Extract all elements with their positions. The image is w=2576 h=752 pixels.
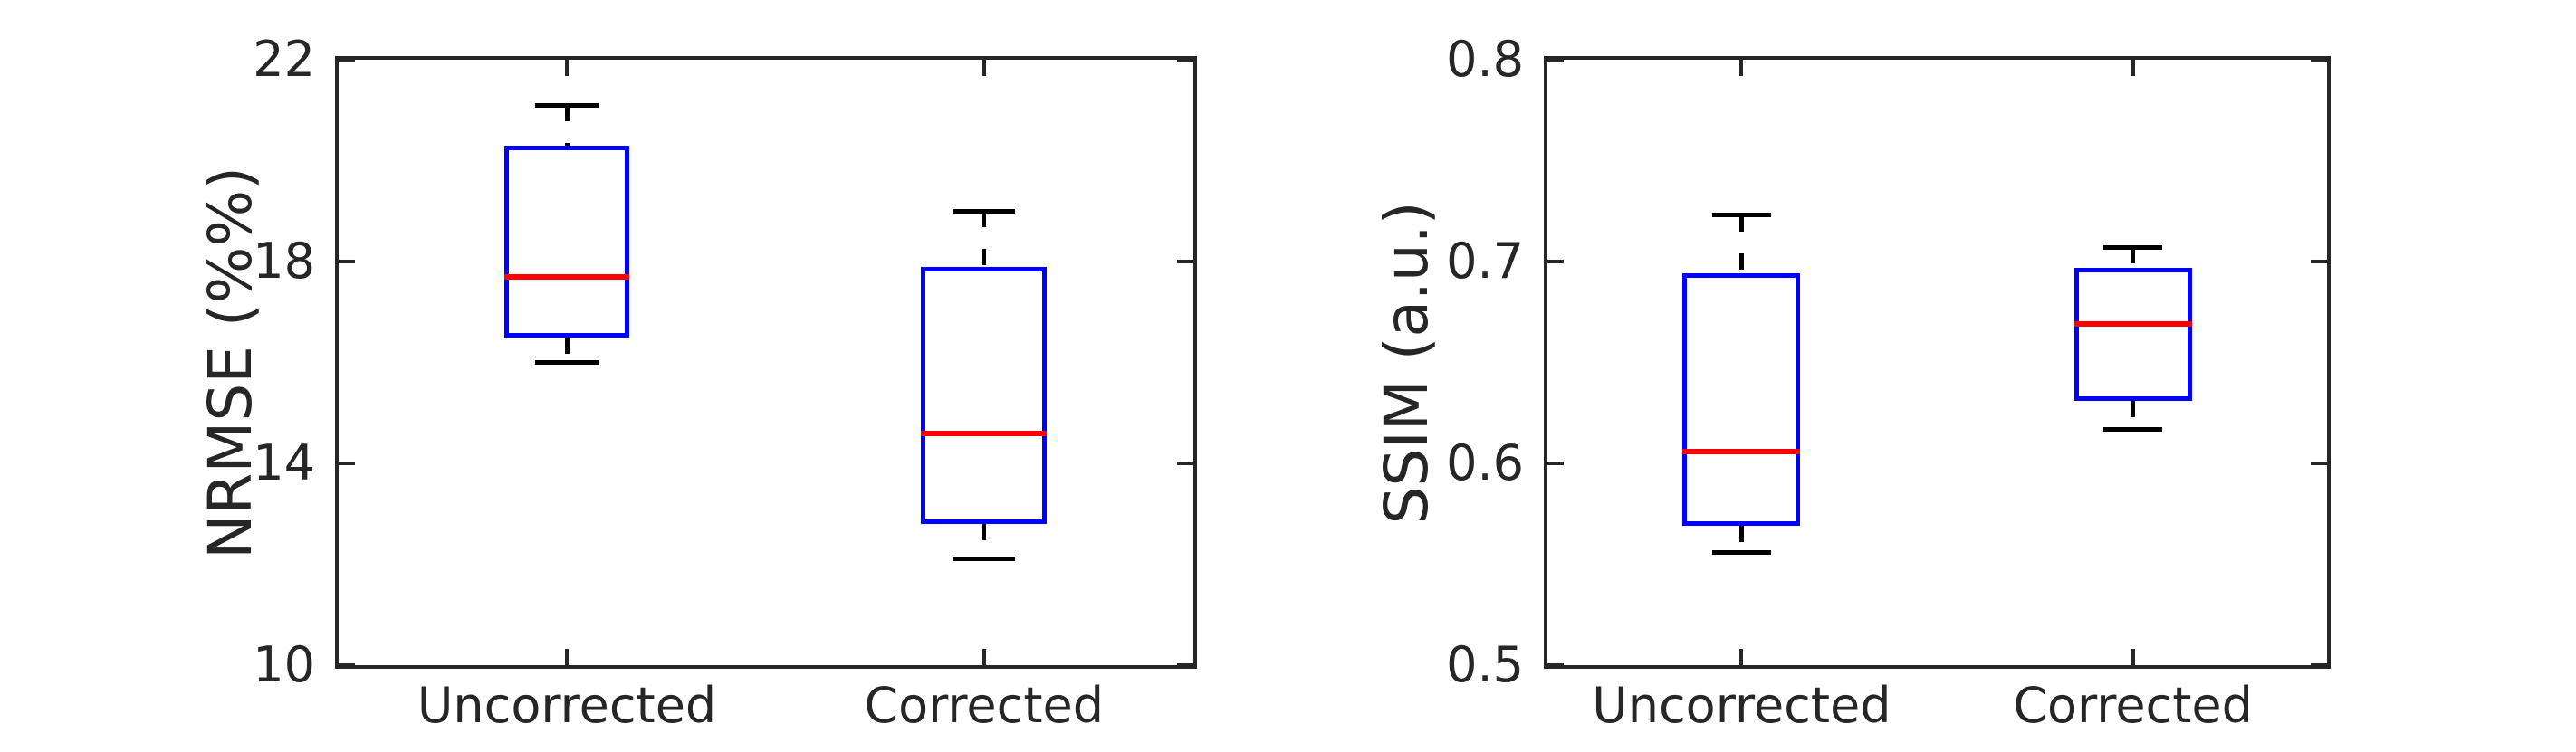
- y-tick-mark: [2311, 663, 2327, 667]
- x-tick-label: Corrected: [864, 677, 1105, 734]
- box-rect: [921, 266, 1048, 524]
- median-line: [2073, 321, 2192, 328]
- lower-whisker-line: [982, 523, 987, 559]
- box-rect: [1682, 273, 1801, 527]
- y-tick-mark: [339, 259, 355, 263]
- upper-whisker-cap: [1711, 213, 1771, 218]
- y-tick-label: 0.8: [1446, 31, 1524, 88]
- upper-whisker-line: [564, 105, 570, 146]
- x-tick-mark: [565, 649, 570, 665]
- x-tick-mark: [1739, 649, 1744, 665]
- lower-whisker-cap: [2103, 426, 2163, 432]
- y-tick-mark: [339, 461, 355, 465]
- y-tick-mark: [1177, 259, 1193, 263]
- y-tick-label: 0.7: [1446, 233, 1524, 290]
- y-tick-label: 14: [253, 434, 315, 491]
- y-tick-mark: [1177, 58, 1193, 62]
- y-tick-mark: [2311, 58, 2327, 62]
- y-tick-mark: [1547, 259, 1564, 263]
- median-line: [503, 273, 630, 280]
- nrmse-boxplot-axes: NRMSE (%%) 22 18 14 10 Uncorrected Corrected: [196, 35, 1197, 730]
- x-tick-mark: [982, 649, 986, 665]
- ssim-y-axis-label: SSIM (a.u.): [1372, 201, 1441, 524]
- y-tick-mark: [2311, 259, 2327, 263]
- upper-whisker-line: [2131, 247, 2136, 268]
- lower-whisker-cap: [953, 557, 1016, 562]
- x-tick-mark: [2131, 60, 2135, 76]
- upper-whisker-line: [982, 211, 987, 267]
- box-rect: [503, 145, 630, 338]
- x-tick-mark: [2131, 649, 2135, 665]
- median-line: [1682, 448, 1801, 454]
- y-tick-label: 10: [253, 636, 315, 693]
- y-tick-mark: [1177, 663, 1193, 667]
- lower-whisker-cap: [1711, 549, 1771, 555]
- y-tick-mark: [339, 663, 355, 667]
- y-tick-mark: [1177, 461, 1193, 465]
- box-rect: [2073, 267, 2192, 401]
- y-tick-label: 22: [253, 31, 315, 88]
- x-tick-mark: [565, 60, 570, 76]
- upper-whisker-cap: [535, 102, 599, 108]
- x-tick-label: Corrected: [2013, 677, 2253, 734]
- lower-whisker-cap: [535, 360, 599, 365]
- nrmse-y-axis-label: NRMSE (%%): [196, 166, 265, 559]
- y-tick-label: 0.6: [1446, 434, 1524, 491]
- x-tick-label: Uncorrected: [417, 677, 717, 734]
- upper-whisker-cap: [2103, 244, 2163, 250]
- upper-whisker-line: [1738, 214, 1744, 274]
- y-tick-mark: [1547, 58, 1564, 62]
- upper-whisker-cap: [953, 208, 1016, 214]
- y-tick-mark: [339, 58, 355, 62]
- lower-whisker-line: [564, 337, 570, 363]
- y-tick-mark: [1547, 461, 1564, 465]
- y-tick-mark: [1547, 663, 1564, 667]
- x-tick-mark: [1739, 60, 1744, 76]
- lower-whisker-line: [1738, 526, 1744, 553]
- x-tick-mark: [982, 60, 986, 76]
- median-line: [921, 430, 1048, 436]
- y-tick-mark: [2311, 461, 2327, 465]
- lower-whisker-line: [2131, 400, 2136, 430]
- y-tick-label: 0.5: [1446, 636, 1524, 693]
- ssim-boxplot-axes: SSIM (a.u.) 0.8 0.7 0.6 0.5 Uncorrected Corre…: [1372, 35, 2331, 730]
- x-tick-label: Uncorrected: [1592, 677, 1891, 734]
- y-tick-label: 18: [253, 233, 315, 290]
